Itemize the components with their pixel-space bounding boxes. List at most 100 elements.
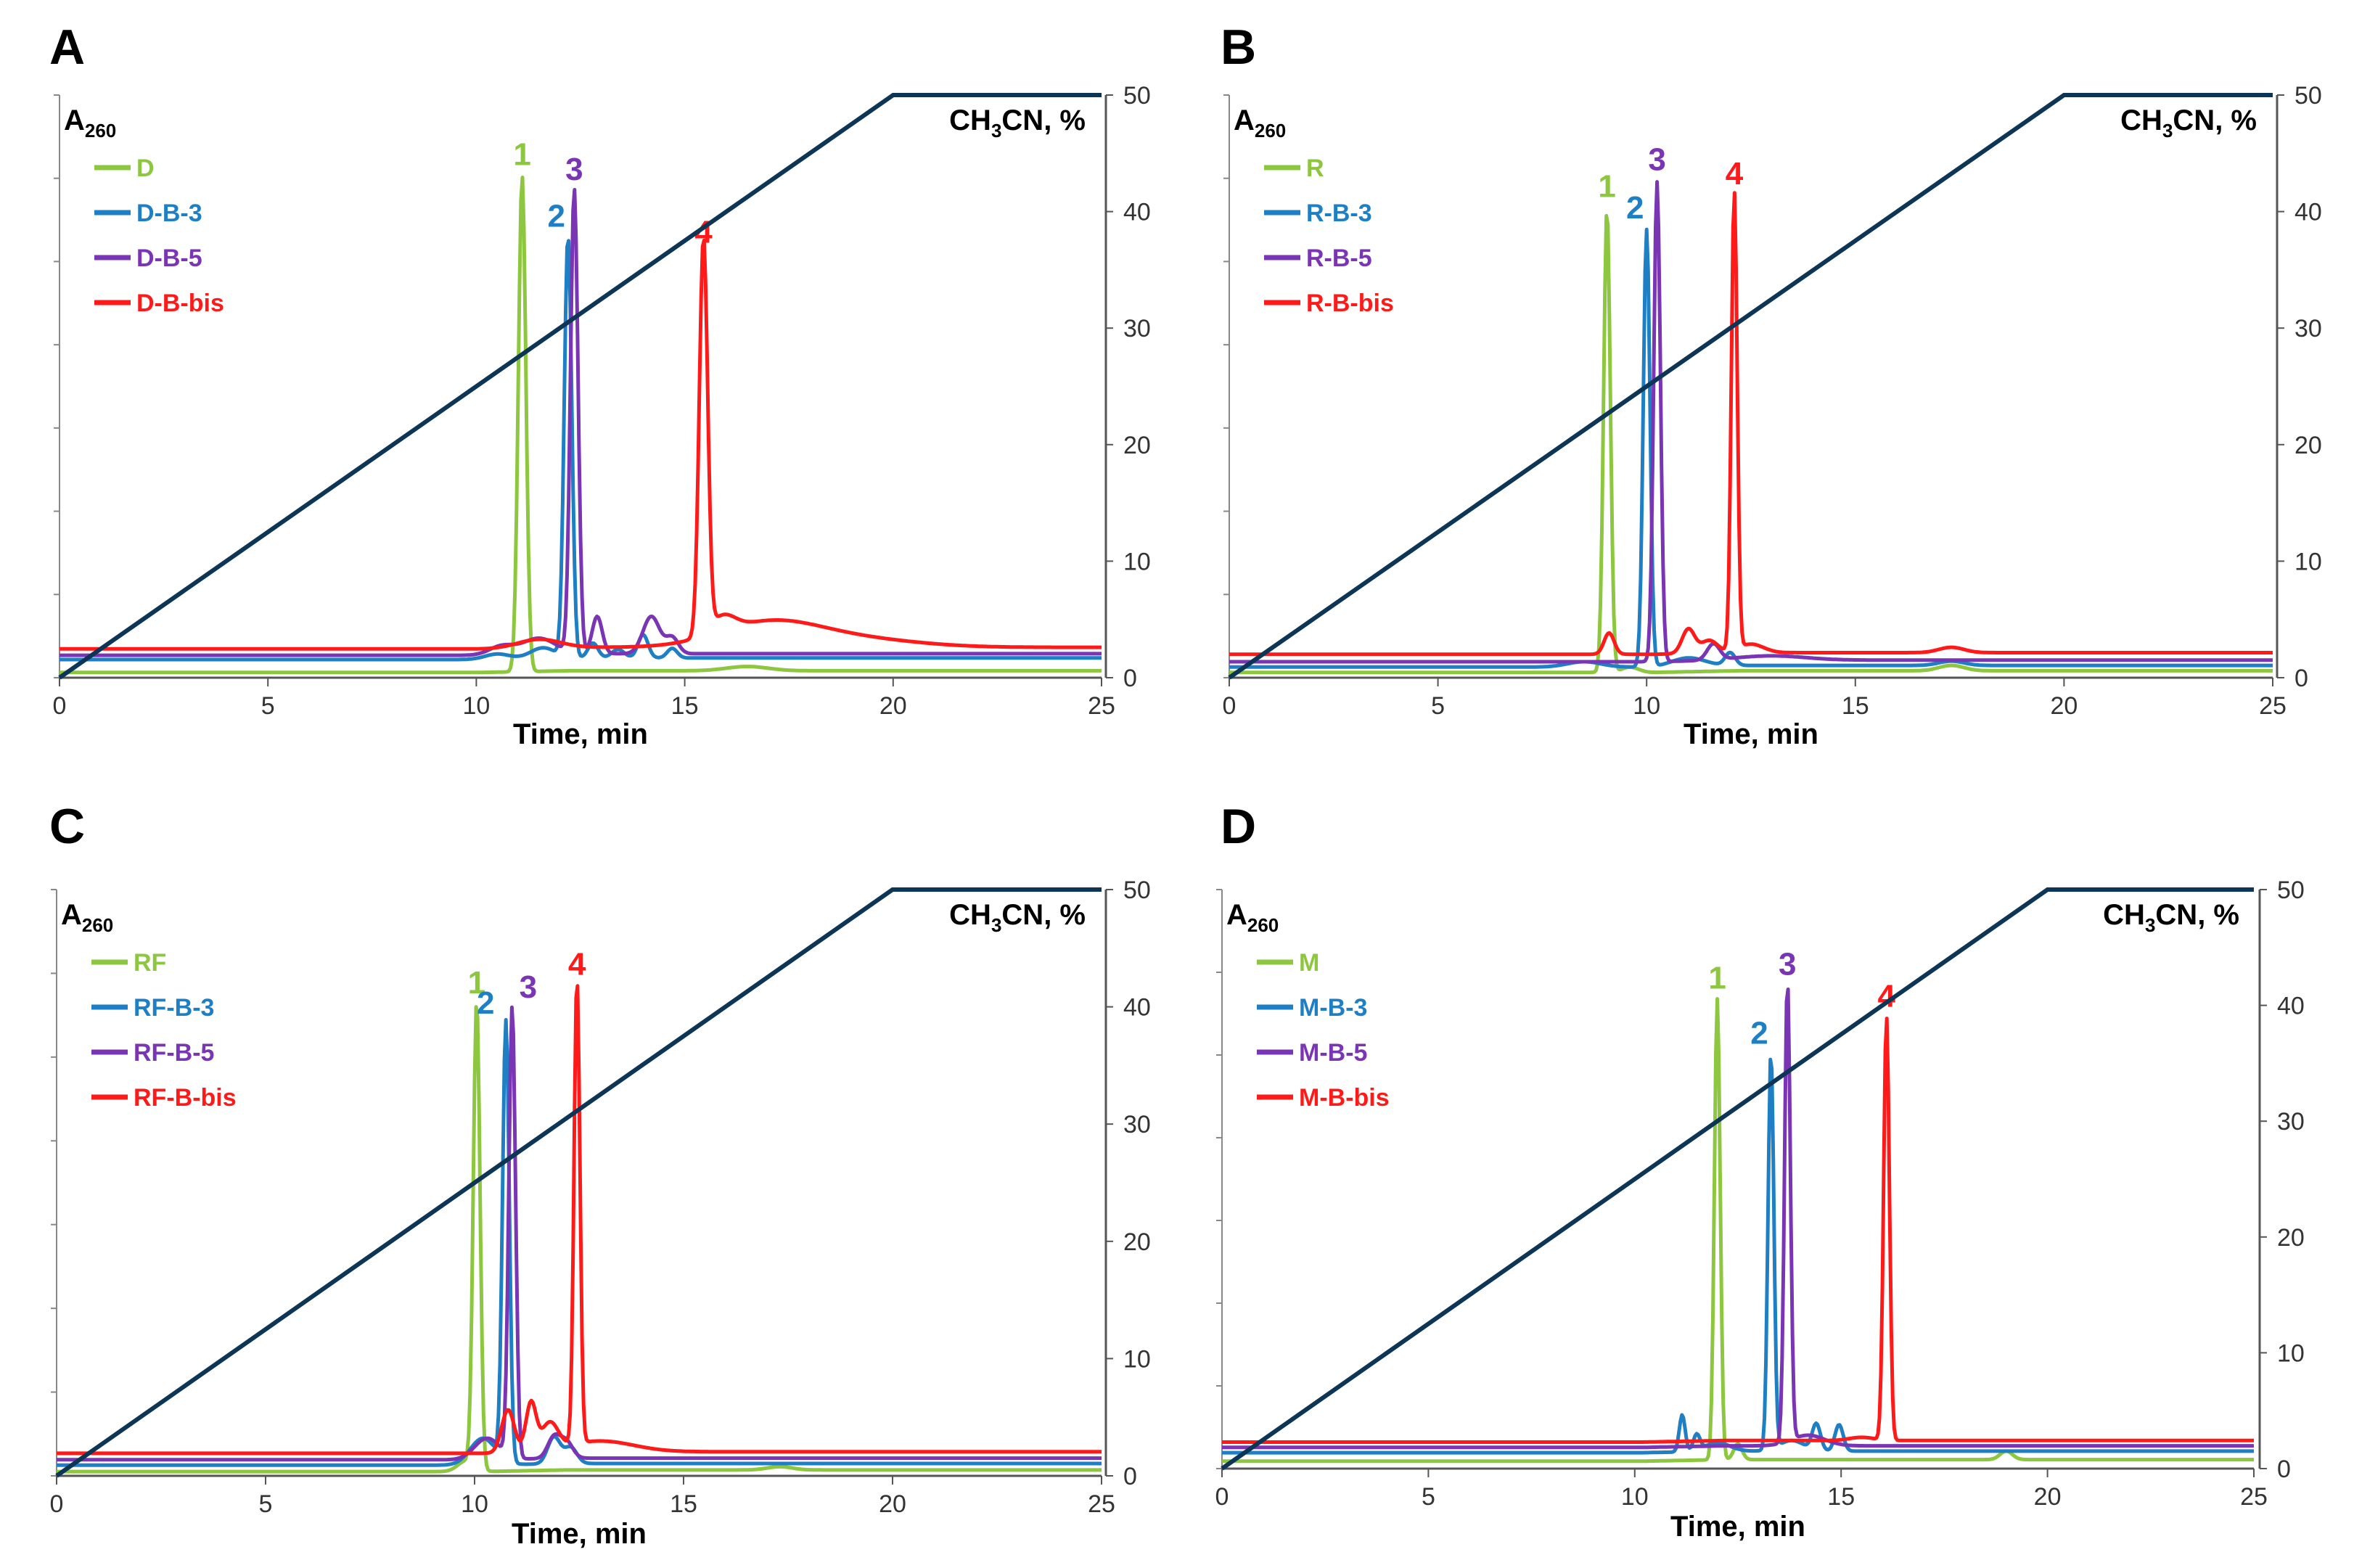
x-tick-label: 15 [671,692,699,720]
peak-label-1: 1 [1598,168,1615,204]
legend-label: D-B-bis [136,290,224,317]
x-tick-label: 20 [879,1490,906,1518]
right-tick-label: 0 [2277,1456,2291,1483]
peak-label-3: 3 [1779,947,1796,982]
a260-main: A [1234,104,1255,136]
x-tick-label: 20 [2050,692,2078,720]
trace-d-b-bis [59,238,1102,651]
ch3cn-axis-title: CH3CN, % [2120,104,2257,141]
ch3cn-part: CH [949,104,991,136]
right-tick-label: 0 [1123,1463,1137,1490]
peak-label-2: 2 [1626,190,1644,226]
peak-label-3: 3 [520,969,537,1005]
x-tick-label: 5 [261,692,275,720]
a260-axis-title: A260 [1234,104,1286,141]
legend-label: RF-B-5 [134,1039,214,1067]
ch3cn-axis-title: CH3CN, % [949,104,1086,141]
ch3cn-part: 3 [2145,914,2155,936]
peak-label-1: 1 [513,136,530,172]
x-tick-label: 5 [259,1490,273,1518]
trace-d-b-5 [59,188,1102,657]
right-tick-label: 40 [2277,993,2305,1020]
ch3cn-part: CN, % [2173,104,2257,136]
trace-d-b-3 [59,239,1102,662]
legend-label: RF-B-3 [134,994,214,1022]
right-tick-label: 20 [2277,1224,2305,1252]
legend-label: D [136,155,155,182]
x-tick-label: 10 [461,1490,488,1518]
a260-axis-title: A260 [1226,899,1279,936]
trace-rf [56,1005,1102,1474]
peak-label-4: 4 [1726,156,1744,192]
gradient-line [58,93,1102,680]
x-tick-label: 5 [1422,1483,1435,1511]
right-tick-label: 40 [2294,199,2322,226]
ch3cn-part: CN, % [1001,104,1086,136]
x-tick-label: 25 [1088,692,1115,720]
x-axis-title: Time, min [512,1518,647,1550]
x-tick-label: 10 [1621,1483,1649,1511]
legend-label: D-B-5 [136,245,202,272]
legend-label: M-B-bis [1299,1084,1390,1112]
right-tick-label: 30 [1123,1111,1151,1138]
x-tick-label: 25 [1088,1490,1115,1518]
a260-axis-title: A260 [61,899,113,936]
trace-rf-b-bis [56,984,1102,1456]
legend-label: M [1299,949,1319,977]
right-tick-label: 50 [2294,82,2322,110]
a260-subscript: 260 [82,914,113,936]
ch3cn-part: CN, % [1001,899,1086,931]
gradient-line [1221,887,2254,1471]
ch3cn-part: CH [2103,899,2145,931]
panel-letter: A [49,20,85,75]
ch3cn-part: CH [2120,104,2162,136]
trace-r-b-bis [1229,191,2273,657]
peak-label-2: 2 [477,985,494,1021]
a260-main: A [64,104,85,136]
a260-main: A [1226,899,1247,931]
right-tick-label: 50 [1123,82,1151,110]
x-tick-label: 15 [1842,692,1869,720]
x-tick-label: 0 [1215,1483,1229,1511]
a260-subscript: 260 [1247,914,1279,936]
right-tick-label: 50 [2277,877,2305,904]
right-tick-label: 0 [1123,665,1137,692]
x-axis-title: Time, min [513,718,648,750]
panel-letter: B [1221,20,1256,75]
right-tick-label: 40 [1123,994,1151,1022]
legend-label: RF [134,949,166,977]
legend-label: R-B-3 [1306,200,1372,227]
ch3cn-axis-title: CH3CN, % [2103,899,2239,936]
trace-rf-b-5 [56,1005,1102,1462]
x-tick-label: 0 [1223,692,1237,720]
x-tick-label: 15 [670,1490,697,1518]
right-tick-label: 10 [1123,548,1151,575]
x-tick-label: 25 [2240,1483,2268,1511]
ch3cn-part: 3 [2162,120,2173,141]
trace-m [1221,997,2255,1464]
ch3cn-part: CN, % [2155,899,2239,931]
peak-label-4: 4 [568,947,586,982]
trace-m-b-3 [1221,1057,2255,1455]
x-tick-label: 25 [2259,692,2287,720]
trace-r [1229,213,2273,675]
right-tick-label: 30 [1123,315,1151,342]
x-tick-label: 20 [879,692,907,720]
legend-label: R-B-5 [1306,245,1372,272]
peak-label-2: 2 [1750,1015,1768,1051]
x-axis-title: Time, min [1684,718,1818,750]
legend-label: R [1306,155,1324,182]
peak-label-3: 3 [1648,142,1665,178]
trace-m-b-5 [1221,988,2255,1450]
legend-label: M-B-3 [1299,994,1367,1022]
a260-main: A [61,899,82,931]
right-tick-label: 50 [1123,877,1151,904]
right-tick-label: 10 [2294,548,2322,575]
legend-label: D-B-3 [136,200,202,227]
a260-axis-title: A260 [64,104,116,141]
ch3cn-part: 3 [991,914,1001,936]
